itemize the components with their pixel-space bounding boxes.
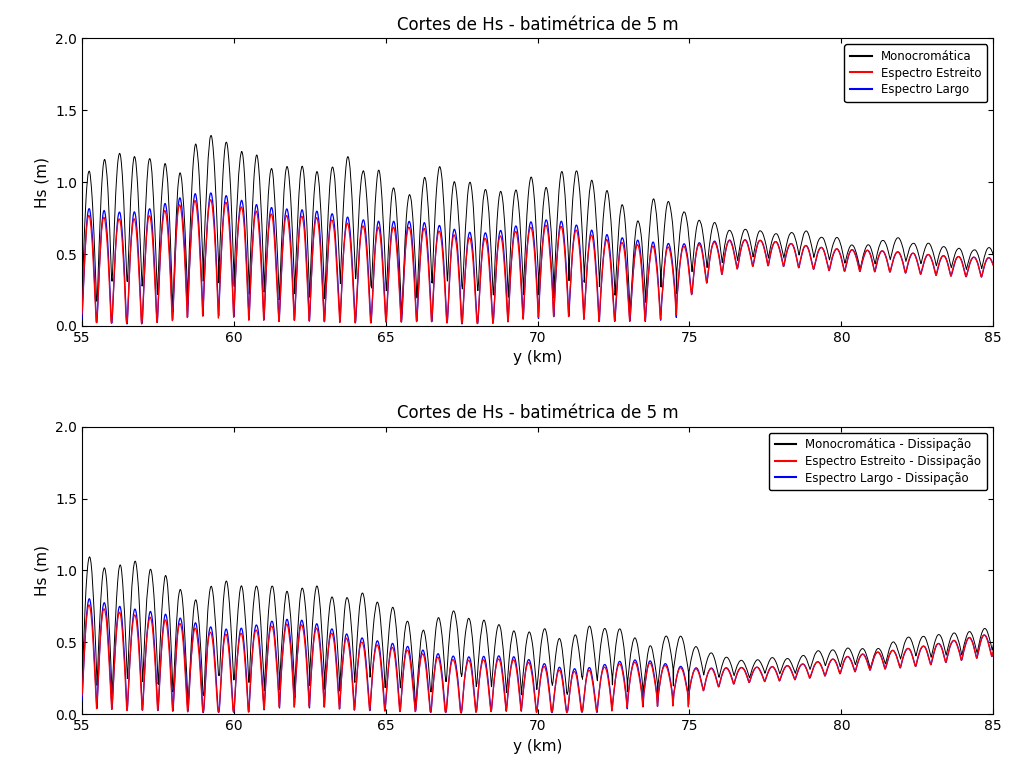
X-axis label: y (km): y (km) — [513, 739, 562, 753]
Legend: Monocromática, Espectro Estreito, Espectro Largo: Monocromática, Espectro Estreito, Espect… — [845, 45, 987, 102]
Y-axis label: Hs (m): Hs (m) — [35, 157, 49, 207]
Title: Cortes de Hs - batimétrica de 5 m: Cortes de Hs - batimétrica de 5 m — [396, 16, 679, 34]
X-axis label: y (km): y (km) — [513, 350, 562, 366]
Title: Cortes de Hs - batimétrica de 5 m: Cortes de Hs - batimétrica de 5 m — [396, 404, 679, 422]
Legend: Monocromática - Dissipação, Espectro Estreito - Dissipação, Espectro Largo - Dis: Monocromática - Dissipação, Espectro Est… — [769, 432, 987, 491]
Y-axis label: Hs (m): Hs (m) — [35, 545, 49, 596]
